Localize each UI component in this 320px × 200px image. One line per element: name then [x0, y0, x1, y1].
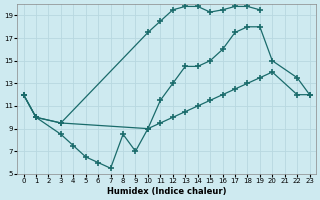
X-axis label: Humidex (Indice chaleur): Humidex (Indice chaleur) — [107, 187, 226, 196]
